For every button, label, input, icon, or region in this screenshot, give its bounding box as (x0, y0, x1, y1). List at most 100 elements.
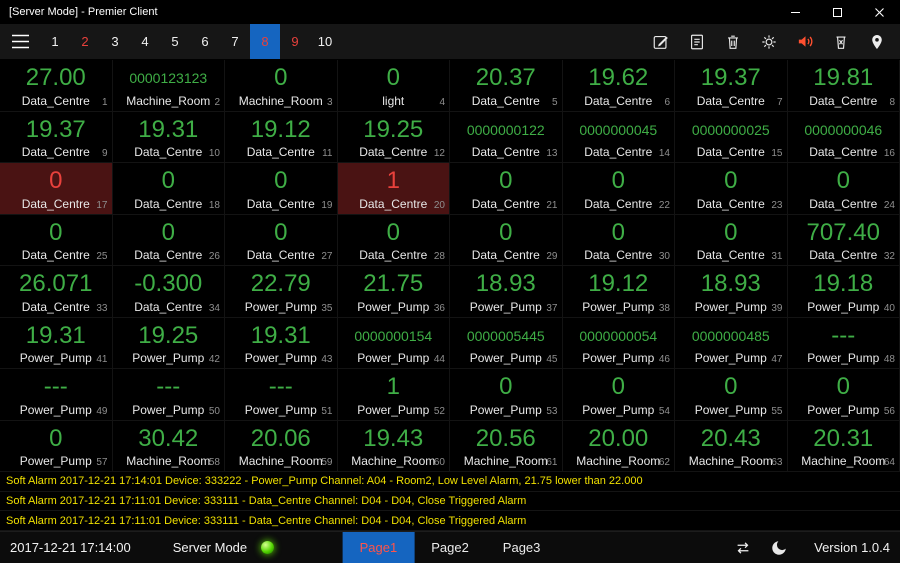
data-cell[interactable]: 20.00 Machine_Room 62 (562, 420, 675, 472)
data-cell[interactable]: 19.18 Power_Pump 40 (787, 266, 900, 318)
data-cell[interactable]: 0 Data_Centre 24 (787, 163, 900, 215)
data-cell[interactable]: 19.12 Data_Centre 11 (225, 111, 338, 163)
data-cell[interactable]: 0 light 4 (337, 60, 450, 112)
page-tab[interactable]: Page2 (414, 532, 486, 563)
data-cell[interactable]: 0 Data_Centre 29 (450, 214, 563, 266)
dark-mode-icon[interactable] (764, 533, 794, 563)
alarm-message[interactable]: Soft Alarm 2017-12-21 17:14:01 Device: 3… (0, 472, 900, 492)
data-cell[interactable]: 19.62 Data_Centre 6 (562, 60, 675, 112)
data-cell[interactable]: 0 Data_Centre 23 (675, 163, 788, 215)
data-cell[interactable]: 19.25 Power_Pump 42 (112, 317, 225, 369)
edit-icon[interactable] (646, 27, 676, 57)
cell-label: Power_Pump (19, 402, 92, 417)
page-button[interactable]: 4 (130, 24, 160, 59)
data-cell[interactable]: 0 Power_Pump 56 (787, 369, 900, 421)
data-cell[interactable]: 0 Data_Centre 19 (225, 163, 338, 215)
cell-index: 40 (883, 302, 895, 314)
data-cell[interactable]: 22.79 Power_Pump 35 (225, 266, 338, 318)
data-cell[interactable]: 19.12 Power_Pump 38 (562, 266, 675, 318)
data-cell[interactable]: 0 Power_Pump 55 (675, 369, 788, 421)
data-cell[interactable]: 1 Data_Centre 20 (337, 163, 450, 215)
data-cell[interactable]: --- Power_Pump 50 (112, 369, 225, 421)
maximize-icon[interactable] (816, 0, 858, 24)
data-cell[interactable]: 18.93 Power_Pump 37 (450, 266, 563, 318)
data-cell[interactable]: --- Power_Pump 49 (0, 369, 113, 421)
data-cell[interactable]: 19.31 Data_Centre 10 (112, 111, 225, 163)
minimize-icon[interactable] (774, 0, 816, 24)
data-cell[interactable]: 0 Power_Pump 57 (0, 420, 113, 472)
data-cell[interactable]: 0 Power_Pump 53 (450, 369, 563, 421)
page-button[interactable]: 7 (220, 24, 250, 59)
data-cell[interactable]: -0.300 Data_Centre 34 (112, 266, 225, 318)
cell-index: 60 (433, 457, 445, 468)
close-icon[interactable] (858, 0, 900, 24)
page-button[interactable]: 9 (280, 24, 310, 59)
sound-icon[interactable] (790, 27, 820, 57)
page-button[interactable]: 8 (250, 24, 280, 59)
data-cell[interactable]: 21.75 Power_Pump 36 (337, 266, 450, 318)
data-cell[interactable]: 0 Data_Centre 27 (225, 214, 338, 266)
data-cell[interactable]: 707.40 Data_Centre 32 (787, 214, 900, 266)
data-cell[interactable]: 19.43 Machine_Room 60 (337, 420, 450, 472)
data-cell[interactable]: 19.37 Data_Centre 9 (0, 111, 113, 163)
data-cell[interactable]: 0 Data_Centre 18 (112, 163, 225, 215)
data-cell[interactable]: 19.31 Power_Pump 43 (225, 317, 338, 369)
data-cell[interactable]: 0 Data_Centre 31 (675, 214, 788, 266)
page-button[interactable]: 2 (70, 24, 100, 59)
data-cell[interactable]: 1 Power_Pump 52 (337, 369, 450, 421)
data-cell[interactable]: 0000005445 Power_Pump 45 (450, 317, 563, 369)
data-cell[interactable]: 20.43 Machine_Room 63 (675, 420, 788, 472)
page-button[interactable]: 6 (190, 24, 220, 59)
settings-icon[interactable] (754, 27, 784, 57)
data-cell[interactable]: 0000000122 Data_Centre 13 (450, 111, 563, 163)
data-cell[interactable]: 0000000045 Data_Centre 14 (562, 111, 675, 163)
data-cell[interactable]: 19.37 Data_Centre 7 (675, 60, 788, 112)
data-cell[interactable]: 0000000046 Data_Centre 16 (787, 111, 900, 163)
delete-icon[interactable] (718, 27, 748, 57)
data-cell[interactable]: 20.06 Machine_Room 59 (225, 420, 338, 472)
data-cell[interactable]: 19.31 Power_Pump 41 (0, 317, 113, 369)
data-cell[interactable]: 20.56 Machine_Room 61 (450, 420, 563, 472)
cell-index: 15 (771, 148, 783, 159)
data-cell[interactable]: 0000000154 Power_Pump 44 (337, 317, 450, 369)
data-cell[interactable]: 0000000025 Data_Centre 15 (675, 111, 788, 163)
data-cell[interactable]: 27.00 Data_Centre 1 (0, 60, 113, 112)
data-cell[interactable]: 0 Data_Centre 26 (112, 214, 225, 266)
page-tab[interactable]: Page1 (342, 532, 415, 563)
sync-icon[interactable] (728, 533, 758, 563)
data-cell[interactable]: 30.42 Machine_Room 58 (112, 420, 225, 472)
data-cell[interactable]: 0000000485 Power_Pump 47 (675, 317, 788, 369)
data-cell[interactable]: 0 Data_Centre 25 (0, 214, 113, 266)
cell-value: 0000123123 (129, 70, 208, 86)
data-cell[interactable]: 0 Data_Centre 21 (450, 163, 563, 215)
data-cell[interactable]: 0 Data_Centre 22 (562, 163, 675, 215)
page-button[interactable]: 5 (160, 24, 190, 59)
data-cell[interactable]: 20.31 Machine_Room 64 (787, 420, 900, 472)
data-cell[interactable]: --- Power_Pump 48 (787, 317, 900, 369)
cell-index: 4 (439, 96, 445, 108)
location-icon[interactable] (862, 27, 892, 57)
data-cell[interactable]: 19.25 Data_Centre 12 (337, 111, 450, 163)
page-button[interactable]: 3 (100, 24, 130, 59)
data-cell[interactable]: 0000123123 Machine_Room 2 (112, 60, 225, 112)
data-cell[interactable]: 0000000054 Power_Pump 46 (562, 317, 675, 369)
data-cell[interactable]: --- Power_Pump 51 (225, 369, 338, 421)
data-cell[interactable]: 0 Machine_Room 3 (225, 60, 338, 112)
page-button[interactable]: 10 (310, 24, 340, 59)
clear-icon[interactable] (826, 27, 856, 57)
alarm-message[interactable]: Soft Alarm 2017-12-21 17:11:01 Device: 3… (0, 511, 900, 532)
data-cell[interactable]: 0 Data_Centre 17 (0, 163, 113, 215)
menu-icon[interactable] (0, 24, 40, 59)
alarm-message[interactable]: Soft Alarm 2017-12-21 17:11:01 Device: 3… (0, 492, 900, 512)
data-cell[interactable]: 19.81 Data_Centre 8 (787, 60, 900, 112)
data-cell[interactable]: 18.93 Power_Pump 39 (675, 266, 788, 318)
page-tab[interactable]: Page3 (486, 532, 558, 563)
data-cell[interactable]: 0 Data_Centre 30 (562, 214, 675, 266)
report-icon[interactable] (682, 27, 712, 57)
cell-value: 0 (386, 218, 400, 246)
data-cell[interactable]: 20.37 Data_Centre 5 (450, 60, 563, 112)
data-cell[interactable]: 0 Data_Centre 28 (337, 214, 450, 266)
data-cell[interactable]: 26.071 Data_Centre 33 (0, 266, 113, 318)
page-button[interactable]: 1 (40, 24, 70, 59)
data-cell[interactable]: 0 Power_Pump 54 (562, 369, 675, 421)
